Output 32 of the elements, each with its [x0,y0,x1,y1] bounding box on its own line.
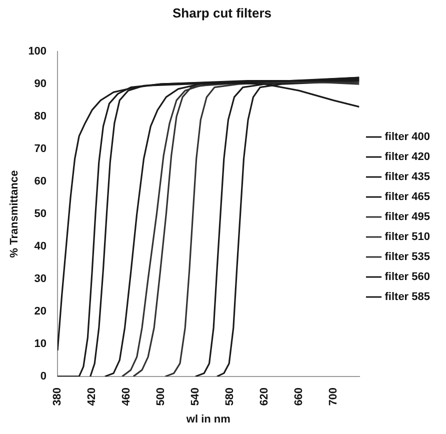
legend-label: filter 435 [384,171,430,184]
legend-label: filter 420 [384,151,430,164]
legend-label: filter 510 [384,231,430,244]
y-tick-label: 40 [34,240,47,253]
legend-label: filter 495 [384,211,430,224]
y-tick-label: 70 [34,143,47,156]
x-tick-label: 580 [224,387,236,406]
x-tick-label: 500 [155,387,168,406]
legend-label: filter 465 [384,191,430,204]
legend-label: filter 400 [384,131,430,144]
chart-title: Sharp cut filters [172,5,272,20]
y-tick-label: 50 [34,208,47,220]
y-tick-label: 20 [34,306,47,318]
legend-label: filter 535 [384,251,430,264]
y-tick-label: 90 [34,78,47,90]
legend-label: filter 560 [384,271,430,284]
x-tick-label: 420 [86,387,98,406]
y-tick-label: 10 [34,338,47,350]
x-tick-label: 620 [258,387,270,406]
x-tick-label: 460 [120,387,133,406]
x-tick-label: 660 [292,387,305,406]
y-tick-label: 60 [34,176,47,188]
x-axis-title: wl in nm [185,413,231,426]
x-tick-label: 700 [327,387,340,406]
x-tick-label: 380 [52,387,64,406]
y-tick-label: 100 [28,46,47,58]
legend-label: filter 585 [384,291,430,304]
y-axis-title: % Transmittance [8,170,21,258]
x-tick-label: 540 [190,387,202,406]
y-tick-label: 30 [34,273,47,286]
y-tick-label: 80 [34,110,47,123]
y-tick-label: 0 [40,370,47,382]
